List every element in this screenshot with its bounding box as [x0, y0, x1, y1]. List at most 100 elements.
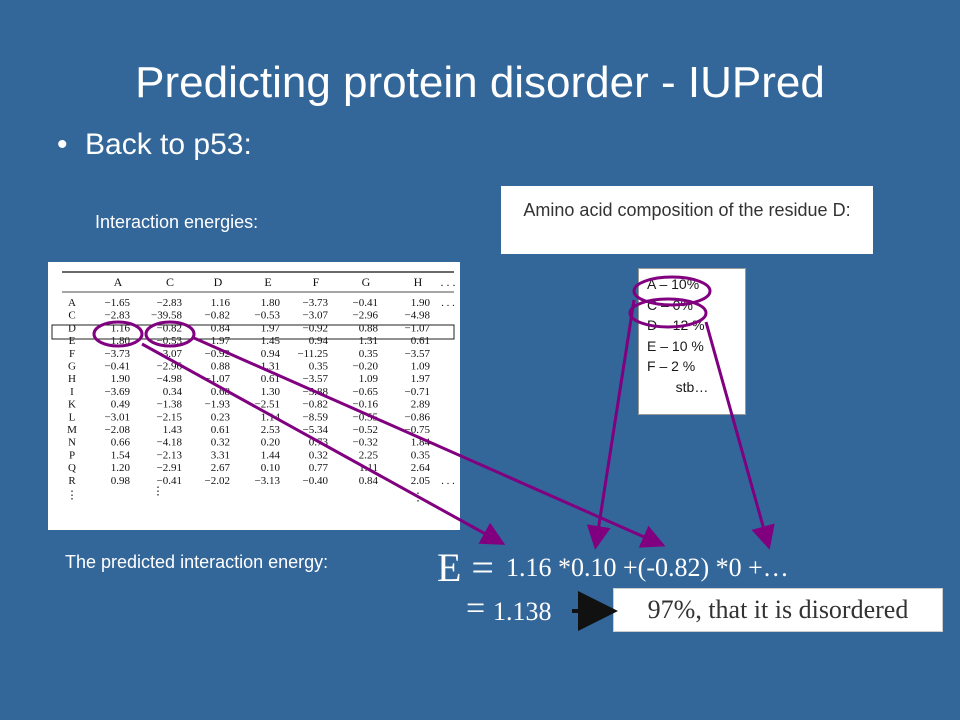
- matrix-cell: −0.16: [353, 399, 379, 411]
- matrix-cell: −0.40: [303, 475, 329, 487]
- slide-title: Predicting protein disorder - IUPred: [135, 58, 825, 107]
- circle-d-c: [144, 320, 196, 348]
- matrix-cell: −5.34: [303, 424, 329, 436]
- matrix-cell: 2.25: [359, 449, 379, 461]
- matrix-row-label: G: [68, 361, 76, 373]
- matrix-cell: 1.20: [111, 462, 131, 474]
- matrix-cell: −2.83: [157, 297, 183, 309]
- matrix-cell: 1.30: [261, 386, 281, 398]
- interaction-energies-label: Interaction energies:: [95, 212, 259, 232]
- bullet-dot-icon: •: [57, 128, 68, 161]
- matrix-cell: −0.53: [255, 310, 281, 322]
- matrix-cell: 0.61: [211, 424, 230, 436]
- matrix-cell: −3.13: [255, 475, 281, 487]
- matrix-cell: 1.09: [411, 361, 431, 373]
- matrix-cell: 0.34: [163, 386, 183, 398]
- predicted-energy-label: The predicted interaction energy:: [65, 552, 329, 572]
- matrix-row-label: H: [68, 373, 76, 385]
- matrix-row-label: K: [68, 399, 76, 411]
- matrix-col-header: C: [166, 275, 174, 289]
- matrix-cell: 0.94: [261, 348, 281, 360]
- matrix-cell: −0.82: [303, 399, 328, 411]
- matrix-vdots: ⋮: [67, 490, 78, 502]
- matrix-row-label: D: [68, 322, 76, 334]
- matrix-row-label: A: [68, 297, 76, 309]
- matrix-cell: 0.32: [309, 449, 328, 461]
- matrix-cell: 0.94: [309, 335, 329, 347]
- matrix-col-header: D: [214, 275, 223, 289]
- arrow-comp-a-to-equation: [586, 299, 636, 550]
- matrix-cell: 0.35: [359, 348, 379, 360]
- matrix-cell: −0.55: [353, 411, 379, 423]
- matrix-cell: 0.77: [309, 462, 329, 474]
- matrix-cell: −2.13: [157, 449, 183, 461]
- equation-value: 1.138: [493, 597, 552, 626]
- matrix-cell: 0.98: [111, 475, 131, 487]
- matrix-row-label: M: [67, 424, 77, 436]
- matrix-cell: −0.41: [105, 361, 130, 373]
- matrix-cell: 1.80: [261, 297, 281, 309]
- equation-rhs: 1.16 *0.10 +(-0.82) *0 +…: [506, 553, 789, 582]
- matrix-cell: −3.07: [303, 310, 329, 322]
- matrix-cell: 0.88: [211, 361, 231, 373]
- matrix-row-label: L: [69, 411, 76, 423]
- matrix-cell: −8.59: [303, 411, 329, 423]
- matrix-cell: 1.44: [261, 449, 281, 461]
- composition-item-etc: stb…: [675, 378, 709, 395]
- matrix-cell: −0.65: [353, 386, 379, 398]
- matrix-col-header: H: [414, 275, 423, 289]
- matrix-col-header: E: [264, 275, 271, 289]
- equation-e: E =: [437, 545, 494, 590]
- matrix-cell: . . .: [441, 297, 455, 309]
- matrix-cell: 0.84: [359, 475, 379, 487]
- composition-item-d: D – 12 %: [647, 317, 705, 333]
- composition-list: A – 10% C – 0% D – 12 % E – 10 % F – 2 %…: [638, 268, 746, 415]
- matrix-cell: 0.61: [411, 335, 430, 347]
- matrix-cell: 0.61: [261, 373, 280, 385]
- matrix-cell: 2.53: [261, 424, 281, 436]
- matrix-cell: 0.23: [211, 411, 231, 423]
- matrix-row-label: E: [69, 335, 76, 347]
- matrix-cell: . . .: [441, 475, 455, 487]
- matrix-col-header: G: [362, 275, 371, 289]
- matrix-cell: 0.49: [111, 399, 131, 411]
- circle-comp-c: [628, 297, 708, 329]
- matrix-cell: −0.86: [405, 411, 431, 423]
- matrix-row-label: Q: [68, 462, 76, 474]
- composition-item-e: E – 10 %: [647, 337, 704, 354]
- matrix-cell: 1.90: [411, 297, 431, 309]
- matrix-cell: −2.96: [353, 310, 379, 322]
- equation-equals: =: [466, 590, 486, 627]
- matrix-cell: 1.90: [111, 373, 131, 385]
- matrix-cell: −2.15: [157, 411, 183, 423]
- matrix-cell: −2.02: [205, 475, 230, 487]
- matrix-cell: −0.52: [353, 424, 378, 436]
- matrix-vdots: ⋮: [153, 486, 164, 498]
- circle-comp-a: [632, 275, 712, 307]
- matrix-row-label: N: [68, 437, 76, 449]
- matrix-row-label: P: [69, 449, 75, 461]
- matrix-row-label: F: [69, 348, 75, 360]
- matrix-cell: 1.31: [359, 335, 378, 347]
- result-box: 97%, that it is disordered: [613, 588, 943, 632]
- matrix-cell: 1.16: [211, 297, 231, 309]
- bullet-text: Back to p53:: [85, 128, 252, 161]
- matrix-cell: −3.73: [105, 348, 131, 360]
- matrix-cell: 3.31: [211, 449, 230, 461]
- matrix-col-header: F: [313, 275, 320, 289]
- matrix-row-label: C: [68, 310, 75, 322]
- arrow-comp-c-to-equation: [704, 321, 775, 550]
- matrix-cell: 1.54: [111, 449, 131, 461]
- matrix-cell: −1.65: [105, 297, 131, 309]
- composition-item-f: F – 2 %: [647, 358, 696, 374]
- bullet-item: • Back to p53:: [57, 128, 252, 162]
- matrix-cell: −1.93: [205, 399, 231, 411]
- circle-d-a: [92, 320, 144, 348]
- matrix-cell: 0.66: [111, 437, 131, 449]
- matrix-col-header: A: [114, 275, 123, 289]
- matrix-cell: −1.38: [157, 399, 183, 411]
- matrix-cell: −11.25: [297, 348, 328, 360]
